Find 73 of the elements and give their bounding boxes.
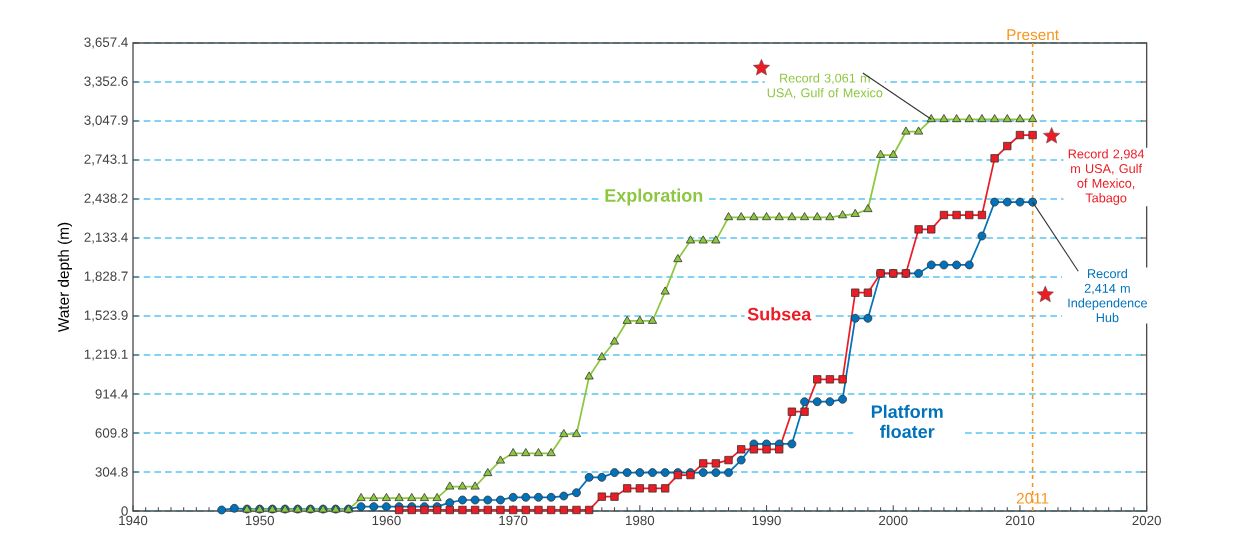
point bbox=[914, 225, 923, 234]
point bbox=[711, 459, 720, 468]
point bbox=[445, 505, 454, 515]
point bbox=[939, 210, 949, 220]
point bbox=[787, 407, 797, 416]
y-tick-label: 914.4 bbox=[95, 389, 128, 399]
text: Subsea bbox=[747, 307, 812, 321]
y-tick-label: 3,352.6 bbox=[84, 76, 128, 88]
point bbox=[724, 455, 733, 465]
point bbox=[775, 445, 784, 454]
point bbox=[458, 505, 467, 515]
point bbox=[1028, 130, 1037, 140]
y-tick-label: 3,657.4 bbox=[84, 37, 128, 49]
point bbox=[635, 484, 644, 493]
y-tick-label: 2,743.1 bbox=[84, 154, 128, 166]
x-tick-label: 1940 bbox=[119, 515, 148, 526]
point bbox=[737, 445, 746, 454]
y-axis-title: Water depth (m) bbox=[57, 222, 72, 333]
point bbox=[838, 375, 847, 384]
point bbox=[483, 505, 492, 515]
series-label: Platform floater bbox=[871, 404, 943, 439]
text: Present bbox=[1007, 29, 1059, 41]
point bbox=[813, 375, 822, 384]
point bbox=[585, 505, 594, 515]
x-tick-label: 1980 bbox=[626, 515, 655, 526]
point bbox=[496, 505, 505, 515]
annotation: Record 2,414 m Independence Hub bbox=[1068, 268, 1147, 323]
point bbox=[927, 225, 936, 234]
point bbox=[851, 288, 860, 297]
annotation: Record 3,061 m USA, Gulf of Mexico bbox=[767, 73, 883, 99]
point bbox=[534, 505, 543, 515]
x-tick-label: 2020 bbox=[1132, 515, 1161, 526]
point bbox=[699, 459, 708, 468]
y-tick-label: 609.8 bbox=[95, 428, 128, 438]
y-tick-label: 1,219.1 bbox=[84, 349, 128, 361]
y-tick-label: 0 bbox=[121, 506, 128, 516]
y-tick-label: 3,047.9 bbox=[84, 115, 128, 127]
y-tick-label: 1,523.9 bbox=[84, 310, 128, 322]
point bbox=[597, 492, 606, 501]
point bbox=[1015, 130, 1025, 140]
x-tick-label: 1960 bbox=[372, 515, 401, 526]
point bbox=[990, 154, 999, 163]
point bbox=[661, 484, 670, 493]
series-label: Exploration bbox=[605, 188, 703, 206]
x-tick-label: 1990 bbox=[752, 515, 781, 526]
x-tick-label: 2010 bbox=[1005, 515, 1035, 526]
x-tick-label: 2000 bbox=[879, 515, 908, 526]
point bbox=[977, 210, 987, 220]
point bbox=[559, 505, 568, 515]
point bbox=[800, 407, 809, 416]
point bbox=[623, 484, 632, 493]
point bbox=[470, 505, 480, 515]
point bbox=[648, 484, 657, 493]
point bbox=[762, 445, 771, 454]
point bbox=[521, 505, 530, 515]
point bbox=[610, 492, 619, 501]
x-tick-label: 1970 bbox=[499, 515, 528, 526]
y-tick-label: 304.8 bbox=[95, 467, 128, 477]
point bbox=[965, 210, 974, 220]
point bbox=[508, 505, 518, 515]
point bbox=[952, 210, 961, 220]
point bbox=[749, 445, 758, 454]
point bbox=[1003, 141, 1012, 151]
y-tick-label: 2,133.4 bbox=[84, 232, 128, 244]
x-tick-label: 1950 bbox=[245, 515, 275, 526]
ref-line-label: 2011 bbox=[1016, 492, 1049, 504]
point bbox=[825, 375, 835, 384]
point bbox=[572, 505, 581, 515]
point bbox=[863, 288, 873, 297]
y-tick-label: 2,438.2 bbox=[84, 193, 128, 205]
annotation: Record 2,984 m USA, Gulf of Mexico, Tabago bbox=[1068, 149, 1145, 205]
y-tick-label: 1,828.7 bbox=[84, 271, 128, 283]
point bbox=[547, 505, 556, 515]
